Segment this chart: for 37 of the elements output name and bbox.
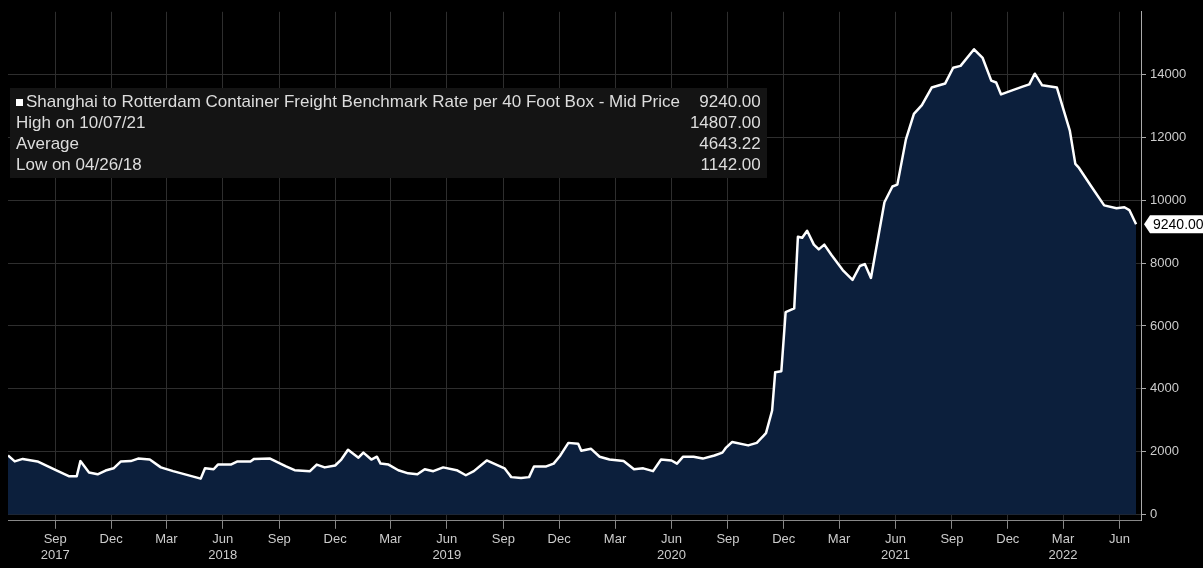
x-tick-label: Jun 2021 <box>881 531 910 562</box>
x-tick-label: Mar 2022 <box>1048 531 1078 562</box>
annotation: 14807.00 <box>689 112 761 133</box>
annotation: 9240.00 <box>698 91 761 112</box>
y-tick-label: 14000 <box>1150 66 1187 82</box>
y-tick-label: 8000 <box>1150 254 1179 270</box>
x-tick-label: Sep <box>267 531 291 547</box>
x-tick-label: Mar <box>603 531 627 547</box>
x-tick-label: Jun <box>1109 531 1130 547</box>
y-tick-label: 6000 <box>1150 317 1179 333</box>
x-tick-label: Sep 2017 <box>40 531 70 562</box>
text: 9240.00 <box>1153 216 1203 233</box>
x-tick-label: Jun 2019 <box>432 531 462 562</box>
y-tick-label: 10000 <box>1150 191 1187 207</box>
y-tick-label: 0 <box>1150 506 1158 522</box>
x-tick-label: Dec <box>547 531 572 547</box>
x-tick-label: Sep <box>491 531 515 547</box>
legend-label: Shanghai to Rotterdam Container Freight Benchmark Rate per 40 Foot Box - Mid Price <box>25 91 680 112</box>
y-tick-label: 4000 <box>1150 380 1179 396</box>
annotation: Low on 04/26/18 <box>16 154 143 175</box>
annotation: Average <box>16 133 80 154</box>
x-tick-label: Dec <box>323 531 348 547</box>
x-tick-label: Jun 2020 <box>657 531 686 562</box>
x-tick-label: Dec <box>772 531 796 547</box>
y-tick-label: 2000 <box>1150 443 1179 459</box>
annotation: 4643.22 <box>698 133 761 154</box>
x-tick-label: Mar <box>155 531 179 547</box>
x-tick-label: Sep <box>940 531 964 547</box>
annotation: High on 10/07/21 <box>16 112 147 133</box>
x-tick-label: Dec <box>996 531 1020 547</box>
x-tick-label: Mar <box>379 531 403 547</box>
x-tick-label: Dec <box>99 531 124 547</box>
x-tick-label: Jun 2018 <box>208 531 238 562</box>
x-tick-label: Sep <box>716 531 740 547</box>
y-tick-label: 12000 <box>1150 129 1187 145</box>
annotation: 1142.00 <box>699 154 761 175</box>
x-tick-label: Mar <box>827 531 851 547</box>
